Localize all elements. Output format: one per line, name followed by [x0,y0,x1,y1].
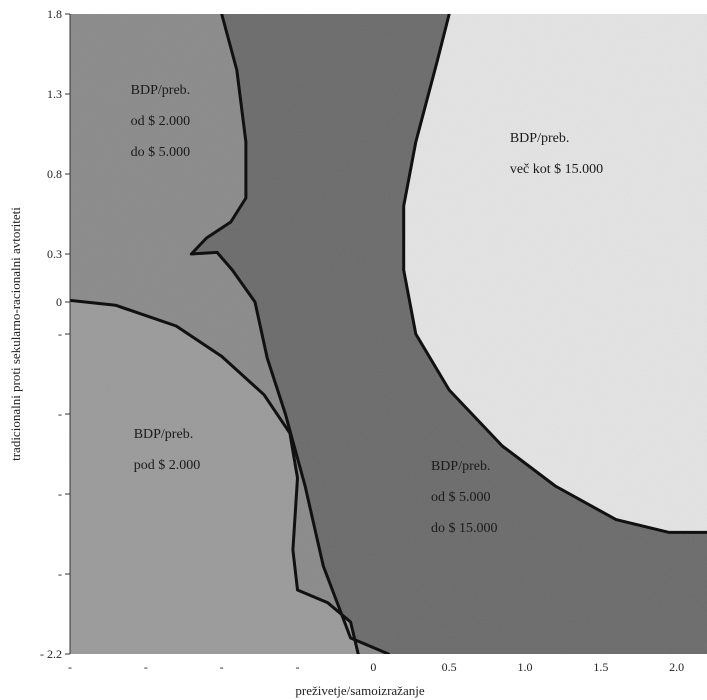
boundary-right-band-edge [402,14,707,534]
y-tick-label: 1.3 [47,87,62,101]
x-tick-label: 2.0 [669,660,684,674]
region-label-line: do $ 5.000 [131,145,191,160]
region-label: BDP/preb. od $ 2.000 do $ 5.000 [131,83,191,160]
y-axis-label: tradicionalni proti sekularno-racionalni… [8,207,23,461]
region-label: BDP/preb. pod $ 2.000 [134,427,201,473]
y-tick-label: - [58,327,62,341]
y-tick-label: - [58,407,62,421]
x-tick-label: - [220,660,224,674]
y-tick-label: - [58,487,62,501]
region-label-line: več kot $ 15.000 [510,162,603,177]
plot-area: BDP/preb. od $ 2.000 do $ 5.000 BDP/preb. ve… [70,14,707,654]
boundary-left-band-edge [189,14,390,654]
region-label-line: BDP/preb. [431,459,491,474]
region-label-line: do $ 15.000 [431,521,498,536]
boundary-low-income-edge [70,298,360,654]
region-label-line: od $ 5.000 [431,490,491,505]
region-label-line: pod $ 2.000 [134,458,201,473]
y-tick-label: 1.8 [47,7,62,21]
region-label-line: od $ 2.000 [131,114,191,129]
region-label-line: BDP/preb. [134,427,194,442]
x-tick-label: - [144,660,148,674]
x-tick-label: 1.0 [518,660,533,674]
x-tick-label: - [296,660,300,674]
y-tick-label: 0 [56,295,62,309]
region-label-line: BDP/preb. [131,83,191,98]
region-label: BDP/preb. od $ 5.000 do $ 15.000 [431,459,498,536]
x-tick-label: 0.5 [442,660,457,674]
region-label: BDP/preb. več kot $ 15.000 [510,131,603,177]
x-tick-label: 1.5 [593,660,608,674]
y-tick-label: - 2.2 [40,647,62,661]
x-axis-label: preživetje/samoizražanje [295,683,424,698]
y-tick-label: 0.3 [47,247,62,261]
y-tick-label: - [58,567,62,581]
x-tick-label: 0 [370,660,376,674]
x-tick-label: - [68,660,72,674]
y-tick-label: 0.8 [47,167,62,181]
region-label-line: BDP/preb. [510,131,570,146]
